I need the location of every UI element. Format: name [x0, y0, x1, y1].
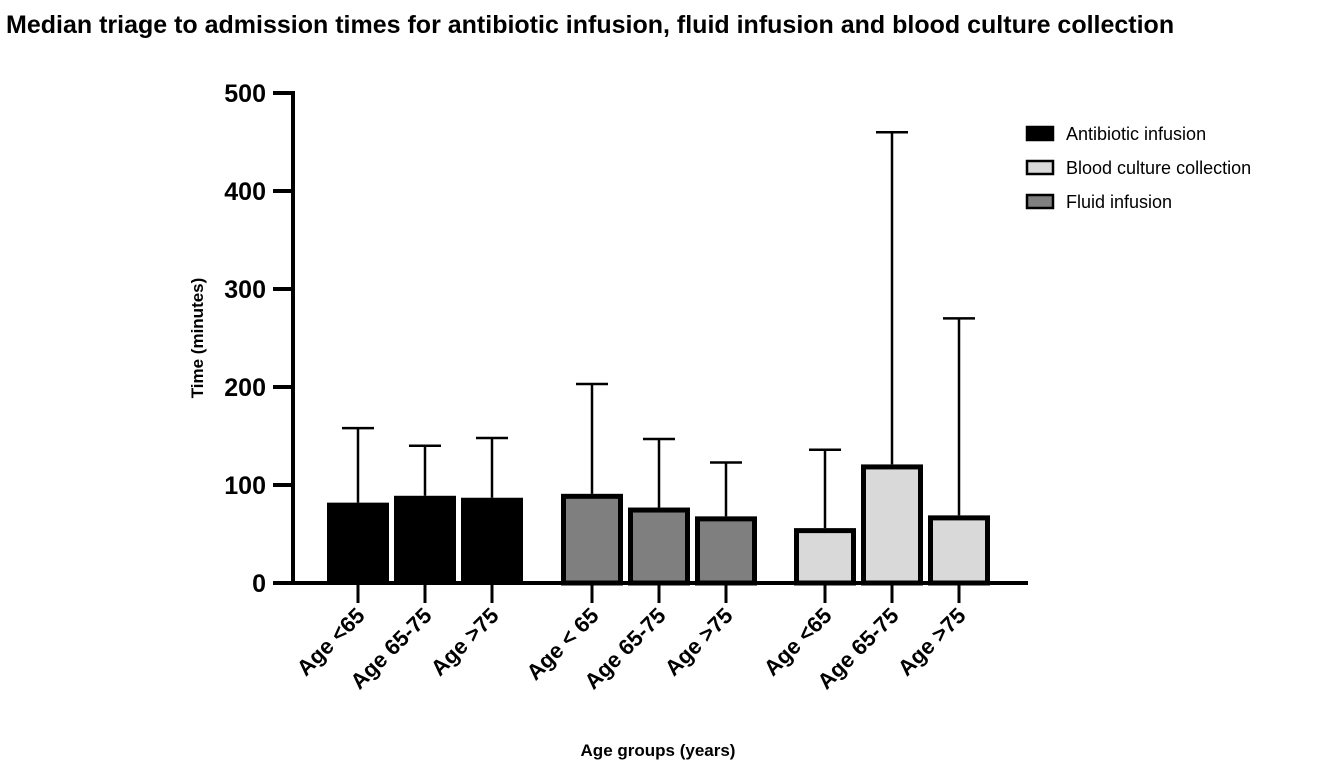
bar — [327, 502, 389, 583]
y-tick-label: 400 — [224, 178, 266, 206]
y-axis-label: Time (minutes) — [188, 278, 207, 399]
legend-swatch — [1025, 125, 1055, 142]
x-tick-label: Age >75 — [426, 603, 504, 681]
x-tick-label: Age >75 — [660, 603, 738, 681]
bar — [928, 515, 990, 586]
legend-label: Fluid infusion — [1066, 192, 1172, 212]
y-axis: 0 100 200 300 400 500 — [224, 80, 295, 598]
y-tick-label: 100 — [224, 472, 266, 500]
legend-swatch — [1025, 159, 1055, 176]
y-tick-label: 0 — [252, 570, 266, 598]
bar — [628, 507, 690, 586]
y-tick-label: 500 — [224, 80, 266, 108]
bars — [327, 130, 990, 586]
legend-swatch — [1025, 193, 1055, 210]
y-tick-label: 300 — [224, 276, 266, 304]
x-tick-label: Age >75 — [893, 603, 971, 681]
bar — [794, 528, 856, 586]
legend-label: Blood culture collection — [1066, 158, 1251, 178]
bar — [461, 497, 523, 583]
legend: Antibiotic infusion Blood culture collect… — [1025, 124, 1251, 212]
y-tick-label: 200 — [224, 374, 266, 402]
bar — [861, 464, 923, 586]
bar — [561, 493, 623, 586]
chart-title: Median triage to admission times for ant… — [6, 11, 1174, 39]
x-axis-label: Age groups (years) — [581, 741, 736, 760]
legend-label: Antibiotic infusion — [1066, 124, 1206, 144]
bar — [695, 516, 757, 586]
bar — [394, 495, 456, 583]
